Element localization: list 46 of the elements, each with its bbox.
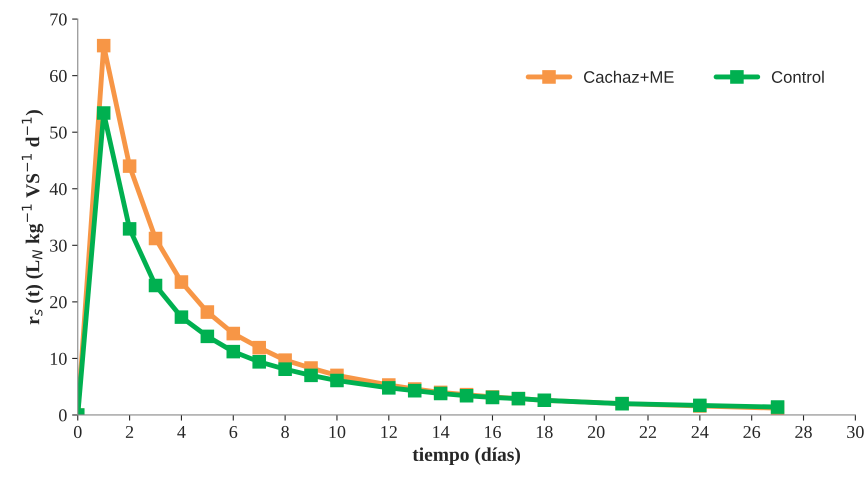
point xyxy=(252,340,266,354)
x-tick-label: 0 xyxy=(74,426,82,438)
y-tick-label: 50 xyxy=(50,126,67,139)
point xyxy=(200,330,214,344)
x-tick-label: 22 xyxy=(640,426,656,438)
x-tick-label: 8 xyxy=(281,426,289,438)
point xyxy=(304,368,318,382)
x-tick-label: 30 xyxy=(847,426,864,438)
point xyxy=(96,38,110,52)
x-tick-label: 16 xyxy=(485,426,501,438)
legend-label: Cachaz+ME xyxy=(584,70,674,83)
x-tick-label: 26 xyxy=(743,426,760,438)
x-tick-label: 14 xyxy=(433,426,450,438)
x-tick-label: 4 xyxy=(177,426,186,438)
point xyxy=(122,222,136,236)
point xyxy=(148,278,162,292)
y-tick-label: 10 xyxy=(50,352,67,365)
point xyxy=(330,374,344,388)
point xyxy=(226,344,240,358)
point xyxy=(226,326,240,340)
x-tick-label: 20 xyxy=(588,426,604,438)
point xyxy=(174,275,188,289)
x-tick-label: 10 xyxy=(330,426,346,438)
y-tick-label: 40 xyxy=(50,183,67,196)
x-tick-label: 2 xyxy=(126,426,134,438)
point xyxy=(278,362,292,376)
point xyxy=(200,305,214,319)
y-tick-label: 70 xyxy=(50,13,67,26)
point xyxy=(174,310,188,324)
x-axis-title: tiempo (días) xyxy=(412,447,520,465)
point xyxy=(252,355,266,369)
x-tick-label: 18 xyxy=(536,426,553,438)
legend-label: Control xyxy=(772,70,824,83)
x-tick-label: 24 xyxy=(692,426,709,438)
text: r$_{s}$ (t) (L$_{N}$ kg$^{−1}$ VS$^{−1}$ d$^{−1}$) xyxy=(22,110,44,324)
point xyxy=(96,106,110,120)
point xyxy=(122,159,136,173)
x-tick-label: 28 xyxy=(795,426,812,438)
y-tick-label: 20 xyxy=(50,296,67,308)
y-tick-label: 60 xyxy=(50,70,67,82)
x-tick-label: 6 xyxy=(230,426,238,438)
point xyxy=(382,381,396,395)
y-tick-label: 0 xyxy=(59,409,67,422)
point xyxy=(148,232,162,246)
x-tick-label: 12 xyxy=(381,426,397,438)
y-tick-label: 30 xyxy=(50,240,67,252)
